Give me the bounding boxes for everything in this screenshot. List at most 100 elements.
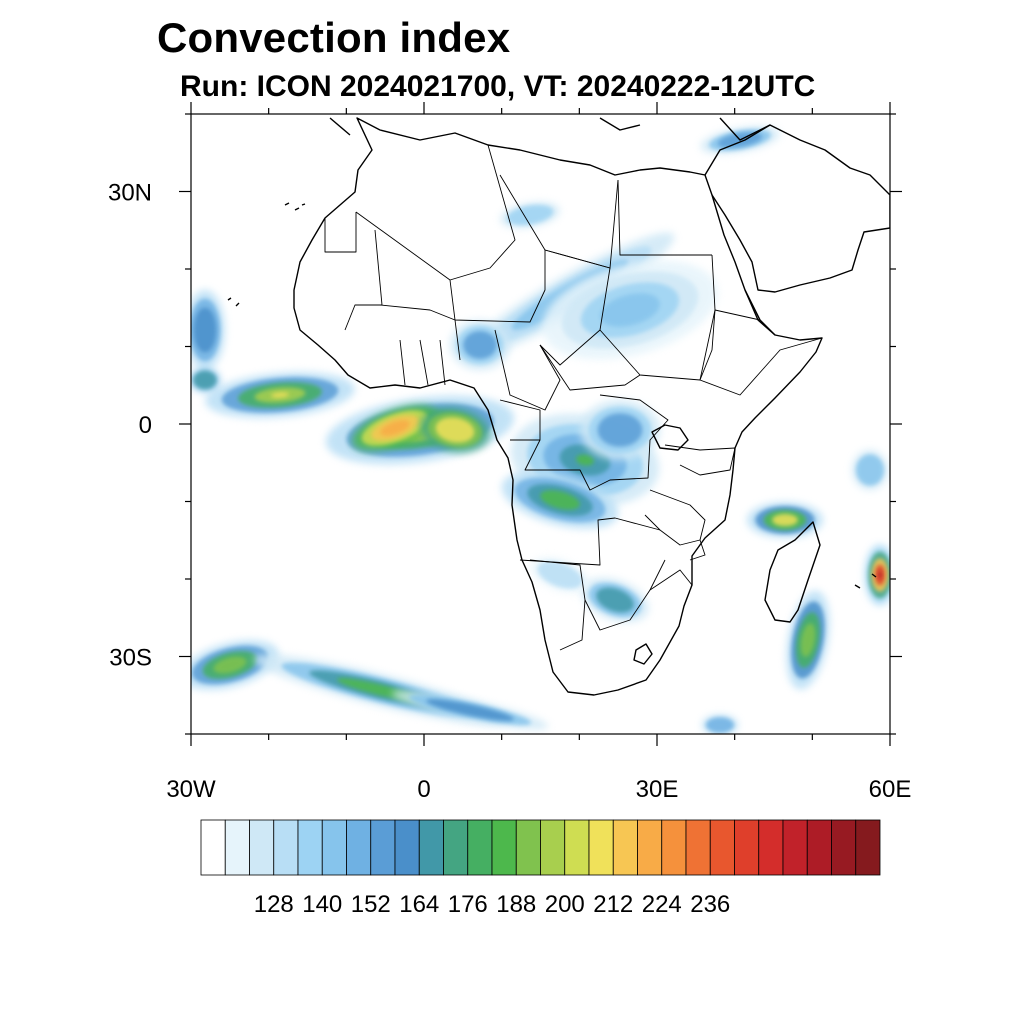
- y-tick-label: 0: [139, 412, 152, 439]
- colorbar-swatch: [224, 819, 250, 876]
- x-tick-label: 60E: [869, 776, 912, 803]
- convection-area: [800, 623, 816, 657]
- colorbar-swatch: [855, 819, 881, 876]
- y-tick-label: 30N: [108, 180, 152, 207]
- mascarene-islands: [854, 573, 877, 589]
- colorbar-label: 164: [399, 891, 439, 918]
- colorbar-swatch: [200, 819, 226, 876]
- convection-area: [878, 571, 882, 579]
- convection-area: [576, 454, 594, 466]
- colorbar-swatch: [685, 819, 711, 876]
- border-western-sahara: [324, 212, 357, 253]
- y-tick-label: 30S: [109, 645, 152, 672]
- colorbar-swatch: [540, 819, 566, 876]
- convection-area: [597, 413, 643, 447]
- convection-area: [506, 204, 554, 226]
- convection-area: [705, 717, 735, 733]
- border-nigeria-cameroon: [494, 329, 561, 411]
- colorbar-swatch: [467, 819, 493, 876]
- border-car: [539, 344, 641, 391]
- colorbar-swatch: [734, 819, 760, 876]
- colorbar-swatch: [370, 819, 396, 876]
- colorbar-label: 128: [254, 891, 294, 918]
- border-zimbabwe-mozambique: [649, 569, 693, 607]
- colorbar-swatch: [831, 819, 857, 876]
- convection-area: [380, 420, 410, 436]
- colorbar-swatch: [297, 819, 323, 876]
- convection-area: [193, 370, 217, 390]
- convection-area: [271, 392, 289, 398]
- border-west-africa: [399, 339, 446, 386]
- border-mali: [379, 304, 461, 361]
- arabia-coastline: [704, 124, 890, 293]
- country-borders: [324, 144, 823, 651]
- x-tick-label: 30E: [636, 776, 679, 803]
- colorbar-label: 224: [642, 891, 682, 918]
- lake-victoria: [651, 424, 689, 451]
- convection-area: [600, 293, 660, 327]
- colorbar-swatch: [564, 819, 590, 876]
- colorbar-swatch: [758, 819, 784, 876]
- colorbar-swatch: [394, 819, 420, 876]
- colorbar-swatch: [612, 819, 638, 876]
- convection-area: [193, 307, 217, 353]
- border-mauritania: [344, 229, 383, 331]
- coastlines: [227, 117, 890, 696]
- plot-title: Convection index: [157, 14, 511, 61]
- colorbar-label: 212: [593, 891, 633, 918]
- africa-coastline: [293, 117, 823, 696]
- colorbar-swatch: [588, 819, 614, 876]
- colorbar-swatch: [273, 819, 299, 876]
- madagascar-coastline: [764, 521, 821, 623]
- colorbar-swatch: [321, 819, 347, 876]
- colorbar-swatch: [782, 819, 808, 876]
- border-gabon: [499, 399, 541, 441]
- border-algeria: [355, 144, 516, 281]
- colorbar-label: 200: [545, 891, 585, 918]
- colorbar-label: 236: [690, 891, 730, 918]
- colorbar-swatch: [491, 819, 517, 876]
- convection-area: [855, 454, 885, 486]
- lesotho: [633, 643, 653, 665]
- colorbar-swatch: [806, 819, 832, 876]
- axis-ticks: [179, 102, 902, 746]
- x-tick-label: 0: [417, 776, 430, 803]
- border-drc: [524, 394, 669, 491]
- border-egypt-sudan: [617, 179, 712, 256]
- colorbar-swatch: [443, 819, 469, 876]
- cape-verde: [227, 297, 240, 307]
- border-somalia: [699, 337, 823, 396]
- convection-area: [435, 417, 475, 443]
- border-tanzania-kenya: [664, 444, 736, 476]
- convection-area: [463, 331, 497, 359]
- border-malawi: [689, 539, 706, 561]
- x-tick-label: 30W: [166, 776, 216, 803]
- convection-area: [426, 699, 514, 721]
- convection-area: [213, 656, 247, 674]
- y-axis-labels: 30N 0 30S: [108, 180, 152, 672]
- convection-area: [772, 513, 798, 527]
- convection-area: [596, 587, 634, 613]
- map-area: [191, 114, 890, 734]
- x-axis-labels: 30W 0 30E 60E: [166, 776, 911, 803]
- colorbar-swatch: [249, 819, 275, 876]
- colorbar-labels: 128 140 152 164 176 188 200 212 224 236: [254, 891, 731, 918]
- plot-subtitle: Run: ICON 2024021700, VT: 20240222-12UTC: [180, 70, 816, 103]
- colorbar-swatch: [418, 819, 444, 876]
- border-niger: [449, 250, 546, 323]
- colorbar-swatch: [661, 819, 687, 876]
- convection-area: [540, 490, 580, 510]
- canary-islands: [284, 202, 306, 211]
- convection-field: [191, 126, 890, 734]
- colorbar: [200, 819, 881, 876]
- colorbar-swatch: [515, 819, 541, 876]
- convection-area: [537, 561, 583, 589]
- colorbar-label: 140: [302, 891, 342, 918]
- border-sudan: [599, 254, 716, 381]
- colorbar-label: 176: [448, 891, 488, 918]
- colorbar-swatch: [346, 819, 372, 876]
- border-ethiopia: [699, 309, 761, 381]
- colorbar-swatch: [709, 819, 735, 876]
- colorbar-label: 152: [351, 891, 391, 918]
